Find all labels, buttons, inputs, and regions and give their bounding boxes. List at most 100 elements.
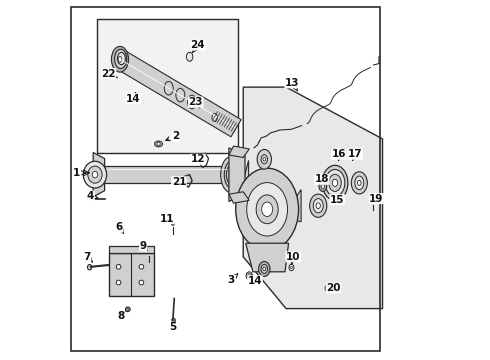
Ellipse shape [319,181,327,192]
Polygon shape [295,190,301,222]
Ellipse shape [238,150,242,156]
Ellipse shape [172,222,174,225]
Text: 10: 10 [286,252,300,264]
Text: 14: 14 [126,93,141,104]
Ellipse shape [259,261,270,276]
Ellipse shape [118,57,122,62]
Ellipse shape [322,165,348,201]
Ellipse shape [263,157,266,161]
Text: 19: 19 [369,194,384,203]
Polygon shape [245,243,289,272]
Ellipse shape [332,179,338,186]
Ellipse shape [118,53,125,64]
Ellipse shape [139,280,144,285]
Ellipse shape [246,272,252,280]
Text: 1: 1 [73,168,80,178]
Ellipse shape [164,81,173,95]
Text: 1: 1 [73,168,86,178]
Ellipse shape [313,199,323,213]
Ellipse shape [139,265,144,269]
Text: 3: 3 [228,274,238,285]
Ellipse shape [355,176,364,190]
Ellipse shape [316,203,320,208]
Text: 21: 21 [172,177,186,187]
Ellipse shape [83,161,107,188]
Text: 4: 4 [87,191,98,201]
Bar [97,19,238,153]
Ellipse shape [291,266,293,269]
Text: 6: 6 [116,222,123,233]
Ellipse shape [147,250,151,254]
Bar [100,166,231,183]
Ellipse shape [127,309,129,310]
Ellipse shape [289,264,294,271]
Ellipse shape [224,162,237,188]
Ellipse shape [325,285,331,292]
Bar [71,7,380,351]
Text: 14: 14 [247,275,262,286]
Ellipse shape [111,46,128,72]
Ellipse shape [261,265,268,273]
Ellipse shape [371,197,374,203]
Text: 8: 8 [117,311,125,321]
Text: 17: 17 [348,149,362,161]
Ellipse shape [116,265,121,269]
Ellipse shape [335,200,341,203]
Text: 20: 20 [326,283,341,293]
Bar [109,246,154,252]
Ellipse shape [321,184,325,189]
Text: 18: 18 [315,174,329,184]
Ellipse shape [261,155,268,164]
Ellipse shape [125,307,130,312]
Ellipse shape [351,172,368,194]
Ellipse shape [263,267,266,271]
Ellipse shape [226,165,235,184]
Text: 13: 13 [285,78,299,91]
Ellipse shape [88,265,92,270]
Ellipse shape [92,171,98,178]
Text: 11: 11 [160,213,174,224]
Polygon shape [239,160,248,222]
Ellipse shape [246,183,288,236]
Ellipse shape [257,149,271,169]
Ellipse shape [262,202,272,216]
Polygon shape [229,148,245,202]
Ellipse shape [186,52,193,61]
Text: 15: 15 [330,195,344,204]
Polygon shape [115,51,241,137]
Text: 9: 9 [140,241,147,251]
Ellipse shape [188,95,196,109]
Text: 24: 24 [191,40,205,53]
Text: 5: 5 [169,321,176,332]
Text: 7: 7 [83,252,93,262]
Ellipse shape [212,113,218,121]
Ellipse shape [310,194,327,217]
Ellipse shape [256,195,278,224]
Ellipse shape [220,157,241,193]
Text: 22: 22 [101,68,117,78]
Text: 12: 12 [191,154,205,165]
Text: 16: 16 [331,149,346,161]
Ellipse shape [236,168,298,250]
Bar [109,252,154,296]
Ellipse shape [327,287,329,290]
Polygon shape [243,87,383,309]
Ellipse shape [157,143,160,145]
Polygon shape [229,146,249,157]
Ellipse shape [176,88,185,102]
Ellipse shape [88,197,92,201]
Ellipse shape [115,49,127,68]
Ellipse shape [358,180,361,185]
Text: 2: 2 [166,131,179,141]
Ellipse shape [88,166,102,183]
Ellipse shape [172,318,175,322]
Polygon shape [229,192,249,203]
Text: 23: 23 [189,97,203,108]
Ellipse shape [155,141,163,147]
Ellipse shape [325,170,345,196]
Ellipse shape [248,274,251,278]
Polygon shape [93,153,104,197]
Ellipse shape [116,280,121,285]
Ellipse shape [329,174,341,192]
Ellipse shape [238,194,242,200]
